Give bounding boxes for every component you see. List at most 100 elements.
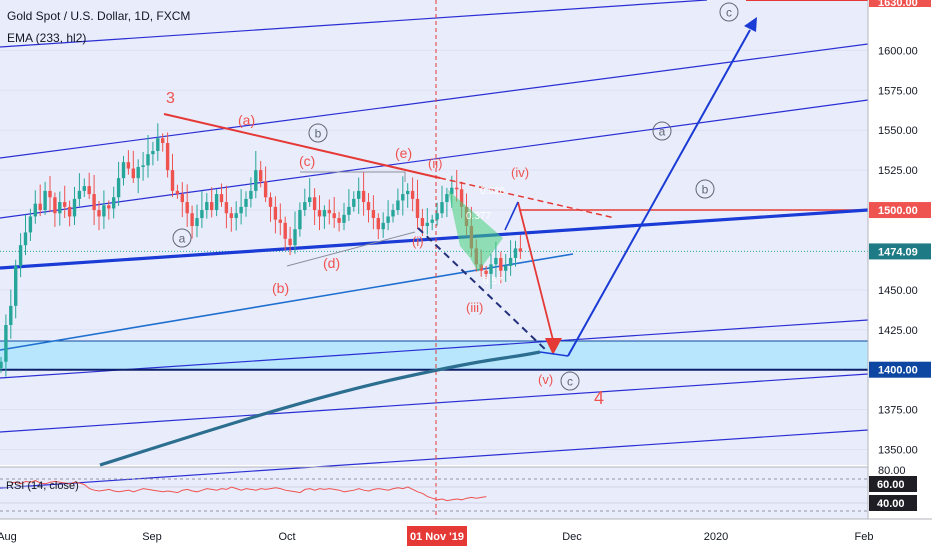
candle-body bbox=[268, 197, 273, 207]
price-pane-bg bbox=[0, 0, 868, 465]
price-tag-bg bbox=[869, 243, 931, 260]
candle-body bbox=[146, 154, 150, 166]
candle-body bbox=[352, 198, 356, 207]
candle-body bbox=[116, 178, 121, 198]
candle-body bbox=[224, 202, 229, 214]
price-tag-bg bbox=[869, 202, 931, 219]
time-tag-bg bbox=[407, 526, 467, 546]
wave-drawings bbox=[163, 17, 757, 357]
candle-body bbox=[425, 222, 429, 227]
price-tick: 1600.00 bbox=[878, 45, 918, 57]
candle-body bbox=[244, 198, 248, 207]
time-tick: Feb bbox=[855, 531, 874, 543]
candle-body bbox=[180, 194, 184, 203]
candle-body bbox=[327, 210, 331, 214]
price-tick: 1350.00 bbox=[878, 445, 918, 457]
circle-label-ring bbox=[560, 371, 580, 391]
candle-body bbox=[18, 245, 23, 266]
candle-body bbox=[263, 181, 268, 198]
rsi-pane bbox=[0, 466, 868, 512]
candle-body bbox=[332, 213, 336, 219]
candle-body bbox=[371, 210, 376, 219]
ema-line bbox=[99, 350, 541, 467]
circle-label: b bbox=[702, 183, 709, 197]
time-tick: Aug bbox=[0, 531, 17, 543]
candle-body bbox=[0, 361, 3, 369]
channel-line bbox=[0, 429, 869, 489]
candle-body bbox=[214, 194, 219, 211]
rsi-tag-bg bbox=[869, 476, 917, 492]
wave-label: (iv) bbox=[511, 165, 529, 180]
wave-label: (d) bbox=[323, 255, 340, 271]
circle-label: b bbox=[315, 127, 322, 141]
wave-label: (iii) bbox=[466, 300, 483, 315]
candle-body bbox=[239, 206, 243, 214]
candle-body bbox=[23, 232, 28, 246]
candle-body bbox=[484, 270, 488, 274]
price-tick: 1425.00 bbox=[878, 325, 918, 337]
candle-body bbox=[278, 219, 282, 223]
fib-label: 0.377 bbox=[466, 211, 491, 222]
channel-line bbox=[0, 319, 869, 379]
candle-body bbox=[455, 187, 459, 190]
major-trendline bbox=[0, 208, 869, 270]
candle-body bbox=[33, 203, 37, 217]
candle-body bbox=[391, 210, 395, 217]
candle-body bbox=[170, 170, 175, 191]
candle-body bbox=[63, 202, 67, 207]
price-tick: 1575.00 bbox=[878, 85, 918, 97]
support-zone-rect bbox=[0, 340, 868, 370]
circle-label-ring bbox=[308, 123, 328, 143]
candle-body bbox=[259, 170, 263, 182]
candle-body bbox=[102, 205, 106, 217]
candle-body bbox=[273, 206, 278, 220]
candle-body bbox=[82, 186, 86, 191]
candle-body bbox=[121, 162, 126, 179]
candle-body bbox=[317, 210, 322, 217]
time-tick: Oct bbox=[278, 531, 295, 543]
rsi-pane-bg bbox=[0, 467, 868, 519]
time-tick: Sep bbox=[142, 531, 162, 543]
wave-label: (ii) bbox=[428, 156, 442, 171]
candle-body bbox=[77, 190, 82, 199]
candle-body bbox=[126, 162, 131, 169]
candle-body bbox=[43, 190, 47, 211]
candle-body bbox=[283, 222, 287, 239]
candle-body bbox=[366, 202, 371, 211]
rsi-tag: 60.00 bbox=[877, 479, 905, 491]
price-tick: 1375.00 bbox=[878, 405, 918, 417]
candle-body bbox=[254, 170, 258, 191]
circle-label-ring bbox=[652, 121, 672, 141]
candle-body bbox=[450, 187, 454, 195]
candle-body bbox=[513, 248, 518, 258]
candle-body bbox=[337, 218, 341, 223]
candle-body bbox=[161, 138, 165, 143]
candle-body bbox=[489, 264, 493, 274]
candle-body bbox=[131, 168, 135, 179]
candle-body bbox=[508, 257, 513, 266]
channel-line bbox=[0, 43, 869, 159]
candle-body bbox=[229, 213, 233, 219]
candle-body bbox=[4, 325, 8, 362]
candle-body bbox=[420, 218, 425, 227]
time-tag: 01 Nov '19 bbox=[410, 531, 464, 543]
candle-body bbox=[347, 206, 351, 215]
candle-body bbox=[499, 257, 503, 271]
candle-body bbox=[459, 189, 464, 207]
candle-body bbox=[58, 202, 62, 214]
candle-body bbox=[494, 257, 498, 265]
chart-title: Gold Spot / U.S. Dollar, 1D, FXCM bbox=[7, 9, 191, 23]
wave-label: 4 bbox=[594, 388, 604, 408]
candle-body bbox=[156, 138, 160, 151]
rsi-tag: 40.00 bbox=[877, 498, 905, 510]
candles bbox=[0, 123, 523, 377]
candle-body bbox=[72, 198, 77, 217]
rsi-legend: RSI (14, close) bbox=[6, 480, 79, 492]
projection-up-arrow bbox=[744, 17, 757, 32]
axis-bg bbox=[868, 0, 932, 550]
circle-label-ring bbox=[172, 228, 192, 248]
candle-body bbox=[381, 222, 385, 230]
candle-body bbox=[410, 190, 415, 199]
price-tag-bg bbox=[869, 0, 931, 7]
